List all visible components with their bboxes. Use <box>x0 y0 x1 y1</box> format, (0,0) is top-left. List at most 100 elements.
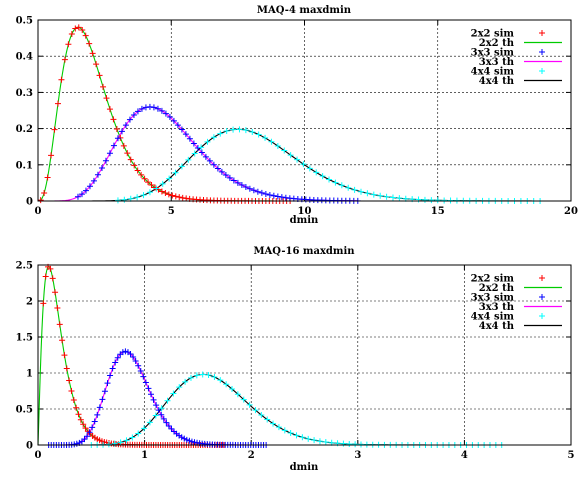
data-point <box>137 368 144 374</box>
data-point <box>191 150 198 157</box>
data-point <box>294 156 301 163</box>
data-point <box>306 165 313 172</box>
data-point <box>172 193 179 200</box>
data-point <box>270 192 277 199</box>
data-point <box>234 179 241 186</box>
data-point <box>68 30 75 37</box>
series-line-2x2-th <box>37 265 225 446</box>
data-point <box>86 429 93 436</box>
data-point <box>300 161 307 168</box>
data-point <box>74 193 81 200</box>
data-point <box>165 191 172 198</box>
data-point <box>255 131 262 138</box>
data-point <box>77 416 84 423</box>
data-point <box>162 110 169 117</box>
data-point <box>182 131 189 138</box>
chart-maq16: MAQ-16 maxdmin dmin 0 1 2 3 4 5 0 0.5 1 1.5 2 2.5 2… <box>16 246 575 473</box>
data-point <box>218 168 225 175</box>
data-point <box>132 357 139 364</box>
data-point <box>358 441 364 448</box>
data-point <box>103 95 110 102</box>
data-point <box>110 142 117 149</box>
data-point <box>178 126 185 133</box>
y-tick-label: 0.5 <box>16 405 33 416</box>
data-point <box>158 188 165 195</box>
series-line-4x4-th <box>91 373 444 446</box>
data-point <box>89 424 96 431</box>
legend-label: 3x3 th <box>479 57 515 68</box>
legend-label: 2x2 th <box>479 38 515 49</box>
plot-frame <box>37 264 572 446</box>
data-point <box>135 430 142 437</box>
data-point <box>59 337 66 344</box>
data-point <box>110 116 117 123</box>
data-point <box>78 191 85 198</box>
data-point <box>66 377 73 384</box>
x-tick-label: 4 <box>461 450 468 461</box>
data-point <box>117 439 124 446</box>
legend-label: 4x4 th <box>479 321 515 332</box>
data-point <box>185 156 192 163</box>
data-point <box>274 193 281 200</box>
data-point <box>281 427 288 434</box>
data-point <box>150 104 157 111</box>
data-point <box>178 163 185 170</box>
data-point <box>230 126 237 133</box>
data-point <box>352 441 359 448</box>
data-point <box>377 192 384 199</box>
data-point <box>322 439 329 446</box>
legend-marker <box>539 30 545 36</box>
series-points-4x4-sim <box>88 371 505 448</box>
data-point <box>72 25 79 32</box>
data-point <box>202 153 209 160</box>
series-points-2x2-sim <box>40 263 227 448</box>
data-point <box>113 125 120 132</box>
data-point <box>152 412 159 419</box>
data-point <box>316 438 323 445</box>
data-point <box>181 435 188 442</box>
data-point <box>140 373 147 380</box>
data-point <box>153 185 160 192</box>
data-point <box>124 150 131 157</box>
data-point <box>434 197 441 204</box>
data-point <box>191 439 198 446</box>
data-point <box>266 191 273 198</box>
data-point <box>262 134 269 141</box>
data-point <box>131 162 138 169</box>
data-point <box>58 76 65 83</box>
x-tick-label: 0 <box>35 450 42 461</box>
legend-label: 3x3 sim <box>471 293 515 304</box>
data-point <box>194 145 201 152</box>
data-point <box>145 179 152 186</box>
data-point <box>122 348 129 355</box>
data-point <box>93 61 100 68</box>
data-point <box>326 176 333 183</box>
data-point <box>37 197 44 204</box>
series-points-2x2-sim <box>37 24 294 204</box>
data-point <box>75 24 82 31</box>
data-point <box>94 411 101 418</box>
data-point <box>226 174 233 181</box>
data-point <box>99 396 106 403</box>
y-tick-label: 0 <box>26 197 33 208</box>
data-point <box>421 196 428 203</box>
data-point <box>305 435 312 442</box>
data-point <box>73 440 80 447</box>
series-points-3x3-sim <box>45 348 270 448</box>
data-point <box>118 128 125 135</box>
chart-title: MAQ-4 maxdmin <box>257 5 352 16</box>
data-point <box>148 391 154 398</box>
data-point <box>90 177 97 184</box>
data-point <box>119 349 126 356</box>
data-point <box>89 50 96 57</box>
data-point <box>338 182 345 189</box>
data-point <box>217 130 224 137</box>
data-point <box>70 396 77 403</box>
series-line-3x3-th <box>48 350 268 446</box>
legend-label: 4x4 sim <box>471 312 515 323</box>
data-point <box>364 190 371 197</box>
data-point <box>229 386 236 393</box>
data-point <box>293 432 300 439</box>
data-point <box>41 190 48 197</box>
